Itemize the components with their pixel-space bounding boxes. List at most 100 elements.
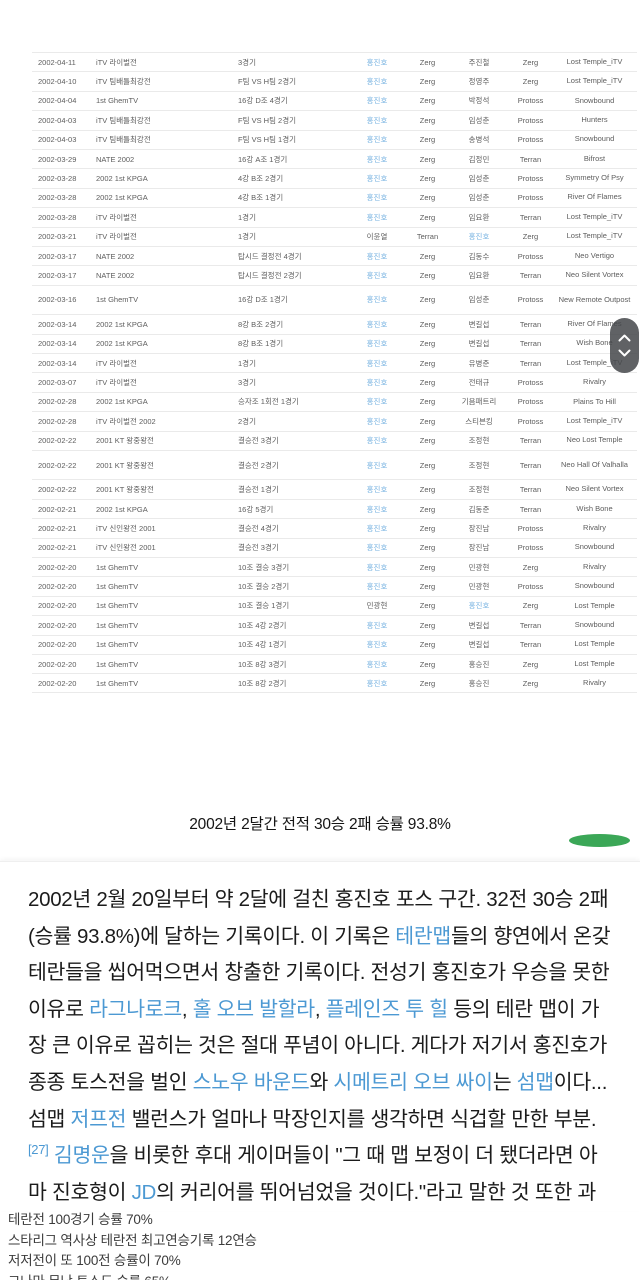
player1-cell[interactable]: 홍진호 [366, 485, 388, 495]
race2-cell: Protoss [517, 96, 544, 106]
match-cell: 결승전 3경기 [238, 543, 279, 553]
tournament-cell: 2001 KT 왕중왕전 [96, 485, 154, 495]
player1-cell[interactable]: 홍진호 [366, 523, 388, 533]
date-cell: 2002-02-20 [38, 640, 77, 650]
inline-link[interactable]: 홀 오브 발할라 [192, 997, 315, 1021]
inline-link[interactable]: 테란맵 [395, 924, 451, 948]
inline-link[interactable]: 시메트리 오브 싸이 [333, 1070, 493, 1094]
chevron-down-icon[interactable] [618, 349, 631, 357]
race2-cell: Protoss [517, 295, 544, 305]
player2-cell[interactable]: 홍진호 [468, 601, 490, 611]
tournament-cell: 2002 1st KPGA [96, 504, 148, 514]
map-cell: Snowbound [574, 619, 615, 629]
race1-cell: Zerg [419, 485, 436, 495]
map-cell: Lost Temple_iTV [566, 56, 623, 66]
map-cell: Snowbound [574, 134, 615, 144]
scroll-widget[interactable] [610, 318, 639, 373]
date-cell: 2002-04-04 [38, 96, 77, 106]
player2-cell: 민광현 [468, 582, 490, 592]
player1-cell[interactable]: 홍진호 [366, 397, 388, 407]
player1-cell[interactable]: 홍진호 [366, 543, 388, 553]
player2-cell: 임성춘 [468, 174, 490, 184]
race2-cell: Terran [519, 620, 542, 630]
player1-cell[interactable]: 홍진호 [366, 358, 388, 368]
race2-cell: Protoss [517, 378, 544, 388]
tournament-cell: iTV 신인왕전 2001 [96, 543, 156, 553]
player1-cell[interactable]: 홍진호 [366, 582, 388, 592]
tournament-cell: NATE 2002 [96, 154, 135, 164]
inline-link[interactable]: 스노우 바운드 [192, 1070, 310, 1094]
player1-cell: 이윤열 [366, 232, 388, 242]
inline-link[interactable]: 라그나로크 [89, 997, 182, 1021]
match-cell: 결승전 2경기 [238, 460, 279, 470]
inline-link[interactable]: 저프전 [70, 1107, 127, 1131]
inline-link[interactable]: JD [131, 1180, 157, 1204]
match-cell: 3경기 [238, 57, 256, 67]
race1-cell: Zerg [419, 601, 436, 611]
match-history-table: 2002-04-11 iTV 라이벌전 3경기 홍진호 Zerg 주진철 Zerg Lost … [32, 52, 637, 693]
inline-link[interactable]: 섬맵 [516, 1070, 554, 1094]
player1-cell[interactable]: 홍진호 [366, 135, 388, 145]
chevron-up-icon[interactable] [618, 334, 631, 342]
tournament-cell: 2002 1st KPGA [96, 319, 148, 329]
article-text: 의 커리어를 뛰어넘었을 것이다."라고 말한 것 또한 과장이 아니다. [156, 1180, 596, 1204]
match-cell: 결승전 1경기 [238, 485, 279, 495]
player1-cell[interactable]: 홍진호 [366, 96, 388, 106]
article-text: 2002년 2월 20일부터 약 2달에 걸친 홍진호 포스 구간. 32전 3… [28, 888, 609, 948]
map-cell: Wish Bone [576, 503, 613, 513]
player1-cell[interactable]: 홍진호 [366, 154, 388, 164]
tournament-cell: 1st GhemTV [96, 640, 139, 650]
date-cell: 2002-03-28 [38, 174, 77, 184]
player1-cell[interactable]: 홍진호 [366, 251, 388, 261]
player1-cell[interactable]: 홍진호 [366, 436, 388, 446]
player1-cell[interactable]: 홍진호 [366, 504, 388, 514]
date-cell: 2002-03-14 [38, 319, 77, 329]
race2-cell: Terran [519, 640, 542, 650]
player1-cell[interactable]: 홍진호 [366, 212, 388, 222]
player1-cell[interactable]: 홍진호 [366, 77, 388, 87]
date-cell: 2002-02-28 [38, 416, 77, 426]
date-cell: 2002-04-03 [38, 135, 77, 145]
tournament-cell: 1st GhemTV [96, 582, 139, 592]
race1-cell: Zerg [419, 57, 436, 67]
map-cell: River Of Flames [567, 192, 622, 202]
player2-cell[interactable]: 홍진호 [468, 232, 490, 242]
player1-cell[interactable]: 홍진호 [366, 319, 388, 329]
player1-cell[interactable]: 홍진호 [366, 115, 388, 125]
player1-cell[interactable]: 홍진호 [366, 339, 388, 349]
map-cell: Rivalry [583, 522, 606, 532]
match-cell: 2경기 [238, 416, 256, 426]
player1-cell[interactable]: 홍진호 [366, 659, 388, 669]
player1-cell[interactable]: 홍진호 [366, 678, 388, 688]
race2-cell: Terran [519, 485, 542, 495]
player2-cell: 임성춘 [468, 295, 490, 305]
player1-cell[interactable]: 홍진호 [366, 562, 388, 572]
player1-cell[interactable]: 홍진호 [366, 295, 388, 305]
player1-cell[interactable]: 홍진호 [366, 174, 388, 184]
green-accent-shape [569, 834, 630, 847]
article-text: , [181, 997, 193, 1021]
table-row: 2002-02-22 2001 KT 왕중왕전 결승전 1경기 홍진호 Zerg 조정현 T… [32, 479, 637, 498]
player1-cell[interactable]: 홍진호 [366, 640, 388, 650]
race1-cell: Zerg [419, 659, 436, 669]
race2-cell: Terran [519, 504, 542, 514]
date-cell: 2002-02-22 [38, 436, 77, 446]
match-cell: 10조 8강 3경기 [238, 659, 287, 669]
player1-cell[interactable]: 홍진호 [366, 620, 388, 630]
date-cell: 2002-03-14 [38, 358, 77, 368]
player1-cell[interactable]: 홍진호 [366, 460, 388, 470]
inline-link[interactable]: [27] [28, 1142, 49, 1158]
map-cell: Lost Temple_iTV [566, 357, 623, 367]
player2-cell: 박정석 [468, 96, 490, 106]
player1-cell[interactable]: 홍진호 [366, 193, 388, 203]
player1-cell[interactable]: 홍진호 [366, 378, 388, 388]
match-cell: 3경기 [238, 378, 256, 388]
date-cell: 2002-03-14 [38, 339, 77, 349]
inline-link[interactable]: 플레인즈 투 힐 [325, 997, 448, 1021]
player1-cell[interactable]: 홍진호 [366, 416, 388, 426]
race1-cell: Zerg [419, 397, 436, 407]
inline-link[interactable]: 김명운 [53, 1144, 110, 1168]
race1-cell: Zerg [419, 436, 436, 446]
player1-cell[interactable]: 홍진호 [366, 57, 388, 67]
player1-cell[interactable]: 홍진호 [366, 270, 388, 280]
